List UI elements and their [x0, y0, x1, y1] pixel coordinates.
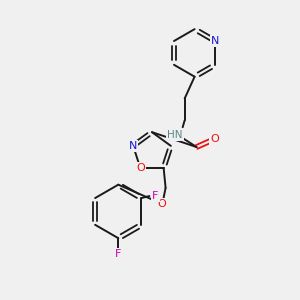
- Text: F: F: [152, 191, 158, 201]
- Text: O: O: [136, 163, 145, 173]
- Text: F: F: [115, 249, 122, 259]
- Text: N: N: [129, 141, 137, 151]
- Text: N: N: [211, 36, 219, 46]
- Text: HN: HN: [167, 130, 182, 140]
- Text: O: O: [157, 199, 166, 209]
- Text: O: O: [210, 134, 219, 144]
